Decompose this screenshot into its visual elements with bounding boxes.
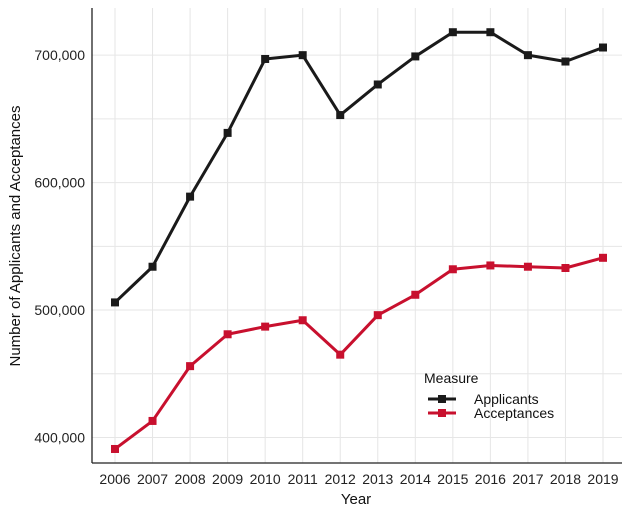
series-acceptances bbox=[111, 253, 607, 453]
x-tick-label: 2015 bbox=[437, 471, 468, 487]
data-point-applicants bbox=[148, 262, 157, 271]
data-point-acceptances bbox=[148, 416, 157, 425]
data-point-acceptances bbox=[411, 290, 420, 299]
data-point-acceptances bbox=[336, 350, 345, 359]
legend: Measure Applicants Acceptances bbox=[424, 370, 554, 421]
data-point-applicants bbox=[223, 128, 232, 137]
data-point-applicants bbox=[261, 54, 270, 63]
data-point-acceptances bbox=[298, 316, 307, 325]
x-tick-labels: 2006 2007 2008 2009 2010 2011 2012 2013 2014 2015… bbox=[99, 471, 618, 487]
x-tick-label: 2011 bbox=[288, 471, 318, 487]
y-tick-label: 700,000 bbox=[34, 47, 85, 63]
data-point-acceptances bbox=[486, 261, 495, 270]
series-line-applicants bbox=[113, 30, 604, 304]
data-point-applicants bbox=[561, 57, 570, 66]
x-tick-label: 2019 bbox=[587, 471, 618, 487]
x-tick-label: 2009 bbox=[212, 471, 243, 487]
x-tick-label: 2014 bbox=[400, 471, 431, 487]
data-point-acceptances bbox=[111, 444, 119, 453]
x-tick-label: 2018 bbox=[550, 471, 581, 487]
legend-title: Measure bbox=[424, 370, 479, 386]
grid bbox=[92, 8, 622, 463]
data-point-applicants bbox=[411, 52, 420, 61]
legend-label-acceptances: Acceptances bbox=[474, 405, 554, 421]
data-point-applicants bbox=[298, 51, 307, 60]
x-axis-title: Year bbox=[341, 491, 371, 508]
series-line-acceptances bbox=[114, 256, 604, 451]
legend-label-applicants: Applicants bbox=[474, 391, 539, 407]
data-point-applicants bbox=[186, 192, 195, 201]
data-point-acceptances bbox=[373, 311, 382, 320]
x-tick-label: 2006 bbox=[99, 471, 130, 487]
series bbox=[111, 28, 607, 453]
axes bbox=[91, 8, 622, 464]
data-point-applicants bbox=[599, 43, 607, 52]
x-tick-label: 2012 bbox=[325, 471, 356, 487]
data-point-applicants bbox=[111, 298, 119, 307]
y-tick-label: 500,000 bbox=[34, 302, 85, 318]
x-tick-label: 2016 bbox=[475, 471, 506, 487]
legend-item-acceptances: Acceptances bbox=[428, 405, 554, 421]
x-tick-label: 2010 bbox=[250, 471, 281, 487]
data-point-acceptances bbox=[561, 264, 570, 272]
x-tick-label: 2008 bbox=[174, 471, 205, 487]
data-point-applicants bbox=[336, 111, 345, 120]
x-tick-label: 2017 bbox=[512, 471, 543, 487]
data-point-acceptances bbox=[448, 265, 457, 274]
y-tick-label: 600,000 bbox=[34, 175, 85, 191]
data-point-acceptances bbox=[523, 262, 532, 271]
series-applicants bbox=[111, 28, 607, 307]
data-point-applicants bbox=[523, 51, 532, 60]
data-point-acceptances bbox=[599, 253, 607, 262]
legend-swatch-marker bbox=[438, 409, 446, 417]
x-tick-label: 2007 bbox=[137, 471, 168, 487]
y-tick-labels: 400,000 500,000 600,000 700,000 bbox=[34, 47, 85, 445]
data-point-acceptances bbox=[223, 330, 232, 339]
y-axis-title: Number of Applicants and Acceptances bbox=[7, 106, 24, 367]
data-point-applicants bbox=[486, 28, 495, 37]
legend-swatch-marker bbox=[438, 395, 446, 403]
data-point-acceptances bbox=[186, 362, 195, 371]
y-tick-label: 400,000 bbox=[34, 430, 85, 446]
data-point-applicants bbox=[448, 28, 457, 37]
x-tick-label: 2013 bbox=[362, 471, 393, 487]
data-point-acceptances bbox=[261, 322, 270, 331]
data-point-applicants bbox=[373, 80, 382, 89]
legend-item-applicants: Applicants bbox=[428, 391, 539, 407]
